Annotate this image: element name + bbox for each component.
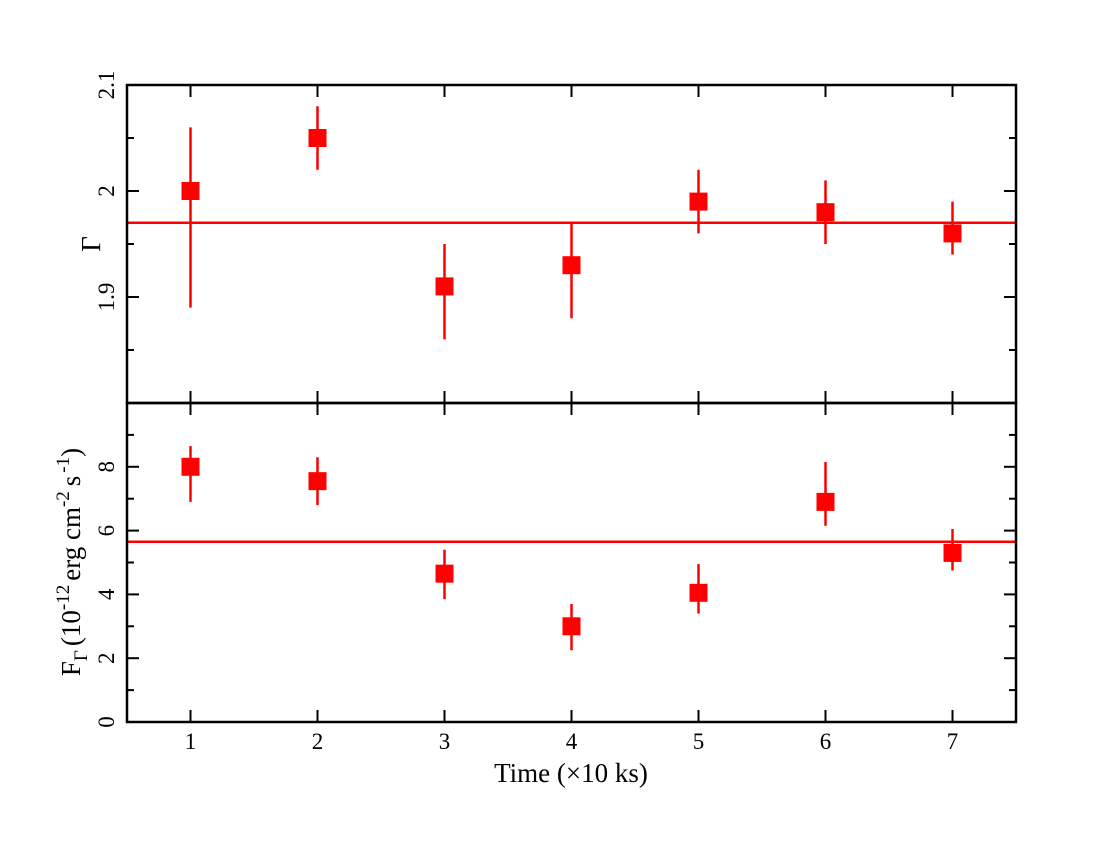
- x-tick-label: 6: [820, 729, 832, 754]
- x-tick-label: 2: [312, 729, 324, 754]
- y-title-rest: (10: [56, 610, 86, 646]
- top-data-point: [435, 277, 454, 296]
- top-y-axis-title: Γ: [76, 236, 106, 252]
- top-y-tick-label: 1.9: [94, 283, 119, 312]
- top-panel-marks: [127, 106, 1016, 340]
- bottom-y-tick-label: 8: [94, 461, 119, 473]
- top-data-point: [689, 192, 708, 211]
- y-title-mid: erg cm: [56, 507, 86, 581]
- x-tick-label: 3: [439, 729, 451, 754]
- y-title-sub: Γ: [71, 650, 92, 661]
- bottom-y-tick-label: 6: [94, 525, 119, 537]
- x-tick-label: 1: [185, 729, 197, 754]
- y-title-exp3: -1: [53, 457, 74, 473]
- bottom-data-point: [308, 472, 327, 491]
- bottom-panel-marks: [127, 446, 1016, 651]
- top-panel: 1.9 2 2.1 Γ: [76, 71, 1018, 405]
- y-title-close: ): [56, 448, 86, 457]
- top-y-tick-label: 2: [94, 185, 119, 197]
- top-data-point: [943, 224, 962, 243]
- x-axis-title: Time (×10 ks): [494, 758, 648, 788]
- y-title-f: F: [56, 661, 86, 676]
- y-title-s: s: [56, 476, 86, 487]
- y-title-exp2: -2: [53, 491, 74, 507]
- bottom-y-tick-label: 2: [94, 652, 119, 664]
- bottom-data-point: [562, 617, 581, 636]
- bottom-data-point: [689, 583, 708, 602]
- top-data-point: [816, 203, 835, 222]
- bottom-y-axis-title: FΓ (10-12 erg cm-2 s -1): [53, 448, 92, 676]
- top-y-tick-label: 2.1: [94, 71, 119, 100]
- x-tick-label: 4: [566, 729, 578, 754]
- bottom-data-point: [943, 543, 962, 562]
- bottom-panel-ticks: 0 2 4 6 8 1 2 3 4 5 6 7: [94, 403, 1016, 754]
- bottom-panel: 0 2 4 6 8 1 2 3 4 5 6 7 FΓ (10-12 erg cm-2 s -1) Time (…: [53, 401, 1018, 788]
- bottom-data-point: [181, 457, 200, 476]
- bottom-data-point: [435, 564, 454, 583]
- bottom-data-point: [816, 492, 835, 511]
- x-tick-label: 7: [947, 729, 959, 754]
- top-data-point: [181, 182, 200, 200]
- x-tick-label: 5: [693, 729, 705, 754]
- bottom-y-tick-label: 0: [94, 716, 119, 728]
- top-data-point: [308, 129, 327, 147]
- bottom-panel-frame: [125, 401, 1018, 724]
- top-data-point: [562, 256, 581, 275]
- bottom-y-tick-label: 4: [94, 588, 119, 600]
- y-title-exp1: -12: [53, 585, 74, 610]
- top-panel-ticks: 1.9 2 2.1: [94, 71, 1016, 403]
